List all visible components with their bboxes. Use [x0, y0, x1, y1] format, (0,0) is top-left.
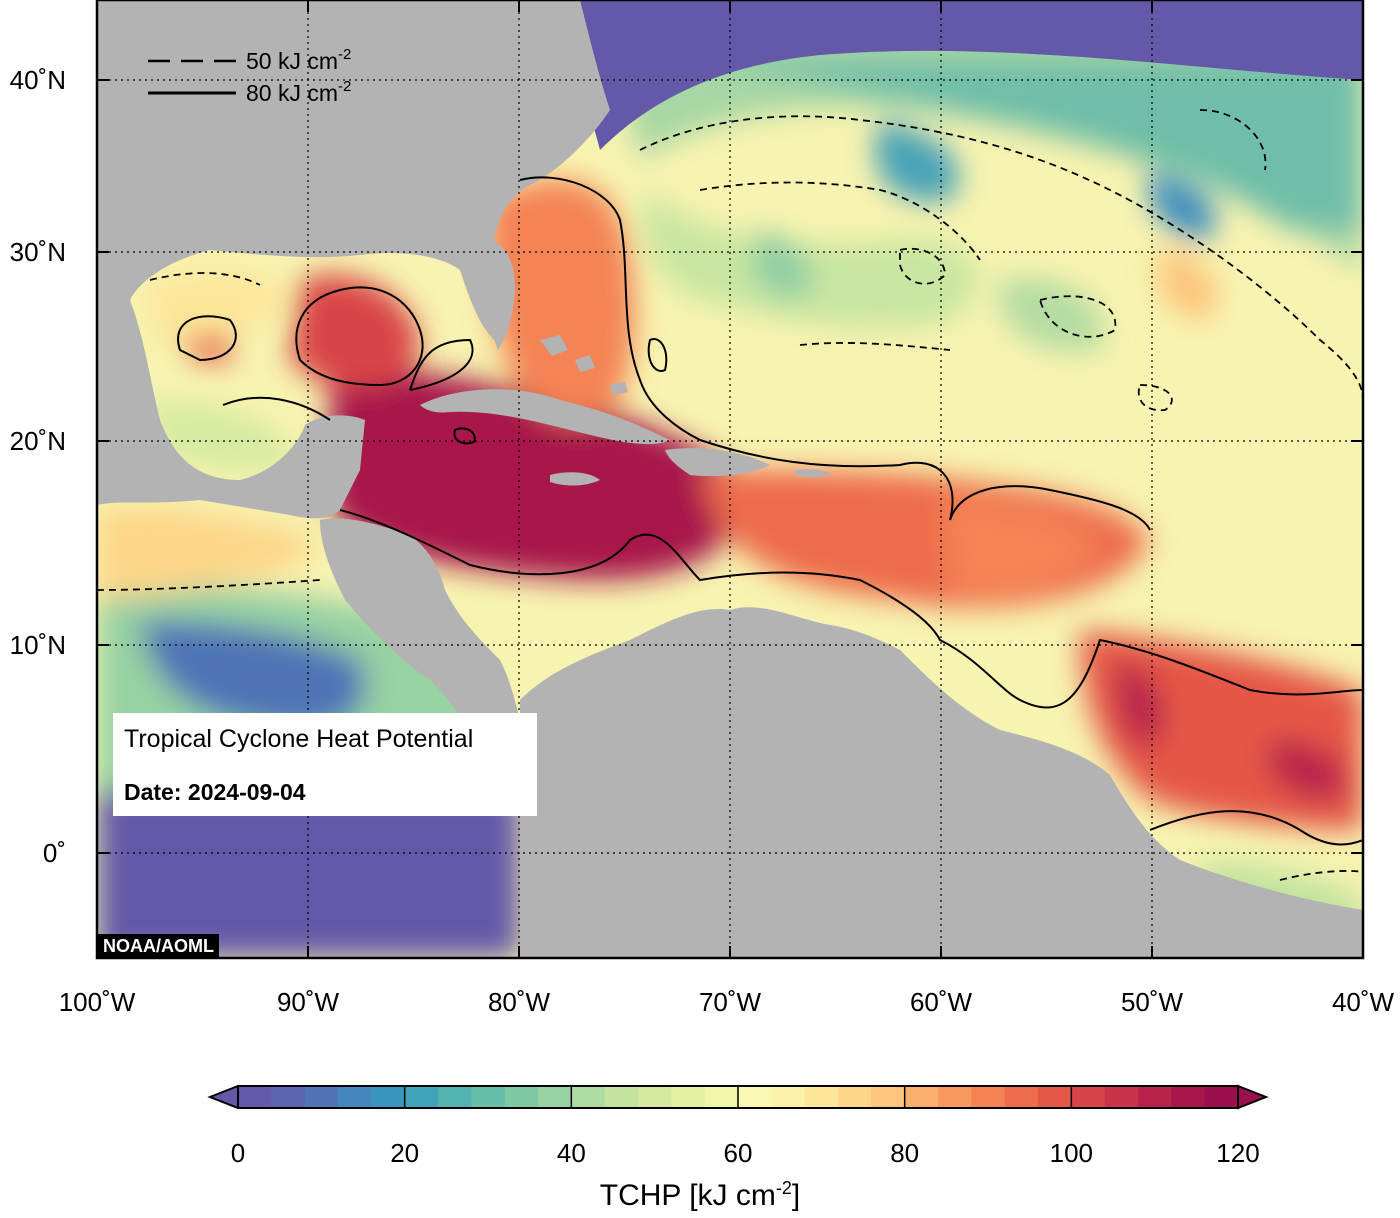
colorbar-segment	[1104, 1086, 1139, 1108]
colorbar-segment	[338, 1086, 372, 1108]
colorbar-segment	[871, 1086, 906, 1108]
colorbar-segment	[571, 1086, 606, 1108]
axis-labels: 100˚W 90˚W 80˚W 70˚W 60˚W 50˚W 40˚W 40˚N 30˚N 20˚…	[10, 65, 1395, 1017]
lat-label: 0˚	[43, 838, 66, 868]
colorbar-segment	[1204, 1086, 1239, 1108]
info-date: Date: 2024-09-04	[124, 779, 306, 805]
contour-legend: 50 kJ cm-2 80 kJ cm-2	[148, 46, 351, 106]
info-box: Tropical Cyclone Heat Potential Date: 20…	[113, 713, 537, 816]
colorbar-segment	[671, 1086, 706, 1108]
lon-label: 50˚W	[1121, 987, 1184, 1017]
colorbar-tick-label: 0	[231, 1138, 245, 1168]
legend-label-50: 50 kJ cm-2	[246, 46, 351, 74]
colorbar-segment	[238, 1086, 272, 1108]
lon-label: 90˚W	[277, 987, 340, 1017]
colorbar-segment	[1004, 1086, 1039, 1108]
colorbar-segment	[938, 1086, 972, 1108]
colorbar-segment	[404, 1086, 439, 1108]
lat-label: 10˚N	[10, 630, 66, 660]
colorbar-segment	[1038, 1086, 1072, 1108]
colorbar-tick-label: 100	[1050, 1138, 1093, 1168]
lon-label: 80˚W	[488, 987, 551, 1017]
colorbar-min-arrow	[207, 1084, 239, 1110]
lat-label: 30˚N	[10, 237, 66, 267]
colorbar-tick-label: 80	[890, 1138, 919, 1168]
colorbar-segment	[438, 1086, 472, 1108]
colorbar-segment	[538, 1086, 572, 1108]
colorbar	[207, 1084, 1269, 1110]
colorbar-tick-label: 60	[724, 1138, 753, 1168]
colorbar-segment	[838, 1086, 872, 1108]
colorbar-segment	[971, 1086, 1006, 1108]
colorbar-tick-labels: 0 20 40 60 80 100 120	[231, 1138, 1260, 1168]
colorbar-segment	[771, 1086, 806, 1108]
lat-label: 40˚N	[10, 65, 66, 95]
lon-label: 70˚W	[699, 987, 762, 1017]
lon-label: 60˚W	[910, 987, 973, 1017]
axis-ticks	[96, 0, 1364, 958]
colorbar-title: TCHP [kJ cm-2]	[599, 1178, 801, 1212]
colorbar-segment	[738, 1086, 772, 1108]
colorbar-max-arrow	[1237, 1084, 1269, 1110]
colorbar-segment	[271, 1086, 306, 1108]
colorbar-tick-label: 40	[557, 1138, 586, 1168]
colorbar-segment	[1071, 1086, 1106, 1108]
colorbar-segment	[904, 1086, 939, 1108]
dashed-contours	[97, 109, 1363, 881]
colorbar-segment	[371, 1086, 406, 1108]
colorbar-segment	[804, 1086, 839, 1108]
legend-label-80: 80 kJ cm-2	[246, 78, 351, 106]
land	[97, 0, 1363, 958]
colorbar-tick-label: 20	[390, 1138, 419, 1168]
lon-label: 40˚W	[1332, 987, 1395, 1017]
colorbar-segment	[304, 1086, 339, 1108]
colorbar-segment	[604, 1086, 639, 1108]
colorbar-tick-label: 120	[1216, 1138, 1259, 1168]
colorbar-segment	[638, 1086, 672, 1108]
colorbar-segment	[471, 1086, 506, 1108]
contour-lines	[177, 176, 1363, 846]
lon-label: 100˚W	[59, 987, 136, 1017]
credit-badge: NOAA/AOML	[98, 934, 219, 958]
info-title: Tropical Cyclone Heat Potential	[124, 725, 474, 753]
colorbar-segment	[1138, 1086, 1172, 1108]
colorbar-segment	[704, 1086, 739, 1108]
colorbar-segment	[504, 1086, 539, 1108]
lat-label: 20˚N	[10, 426, 66, 456]
colorbar-segment	[1171, 1086, 1206, 1108]
